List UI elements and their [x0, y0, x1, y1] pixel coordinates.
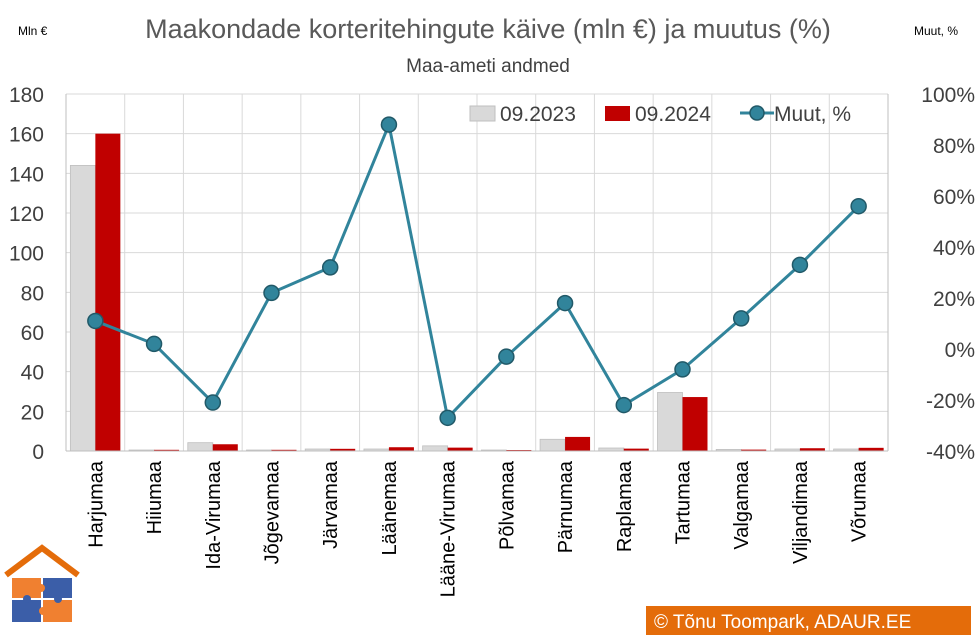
- adaur-logo: [4, 544, 80, 622]
- category-label: Hiiumaa: [144, 460, 166, 534]
- change-point: [145, 335, 163, 353]
- change-point: [732, 310, 750, 327]
- right-tick-label: -20%: [926, 390, 975, 413]
- left-axis-unit: Mln €: [18, 24, 48, 38]
- change-point: [321, 259, 339, 276]
- category-labels: Harjumaa Hiiumaa Ida-Virumaa Jõgevamaa Järva…: [85, 460, 870, 597]
- legend-marker-change: [749, 105, 765, 121]
- bar-2024: [212, 444, 238, 451]
- bar-2023: [657, 392, 683, 452]
- change-point: [674, 361, 691, 378]
- bar-2024: [95, 133, 121, 451]
- left-tick-label: 40: [21, 362, 44, 385]
- bar-2024: [388, 447, 414, 451]
- change-point: [87, 312, 104, 330]
- logo-piece-icon: [43, 600, 72, 622]
- logo-piece-icon: [12, 578, 41, 598]
- bar-2024: [623, 448, 649, 451]
- credit-background: [646, 606, 971, 635]
- axes: [65, 94, 889, 452]
- left-tick-label: 100: [9, 243, 44, 266]
- logo-roof-icon: [4, 544, 80, 578]
- legend: 09.2023 09.2024 Muut, %: [469, 103, 851, 126]
- change-point: [439, 409, 456, 427]
- right-axis-unit: Muut, %: [914, 24, 958, 38]
- left-tick-label: 160: [9, 124, 44, 147]
- legend-label-2024: 09.2024: [635, 103, 711, 126]
- left-tick-label: 60: [21, 322, 44, 345]
- left-tick-label: 20: [21, 401, 44, 424]
- left-tick-label: 140: [9, 163, 44, 186]
- bar-2024: [154, 449, 180, 451]
- bar-2024: [799, 448, 825, 451]
- logo-piece-icon: [43, 578, 72, 598]
- right-tick-label: 40%: [933, 237, 975, 260]
- legend-label-2023: 09.2023: [500, 103, 576, 126]
- category-label: Jõgevamaa: [262, 460, 284, 564]
- chart-subtitle: Maa-ameti andmed: [406, 56, 570, 77]
- bar-2024: [682, 397, 708, 451]
- bar-2024: [741, 449, 767, 451]
- left-tick-label: 0: [32, 441, 44, 464]
- left-tick-label: 120: [9, 203, 44, 226]
- right-tick-label: 100%: [921, 84, 975, 107]
- bar-2024: [330, 448, 356, 451]
- bar-2024: [447, 447, 473, 451]
- logo-knob-icon: [23, 595, 31, 603]
- right-tick-label: 60%: [933, 186, 975, 209]
- change-line-path: [94, 123, 860, 420]
- credit-box: © Tõnu Toompark, ADAUR.EE: [646, 606, 971, 635]
- category-label: Põlvamaa: [496, 460, 518, 550]
- bar-2024: [565, 436, 591, 451]
- legend-label-change: Muut, %: [774, 103, 851, 126]
- change-point: [380, 116, 398, 133]
- legend-swatch-2024: [605, 106, 630, 121]
- category-label: Harjumaa: [85, 460, 107, 548]
- left-tick-label: 80: [21, 282, 44, 305]
- change-point: [498, 348, 515, 365]
- logo-knob-icon: [39, 607, 47, 615]
- category-label: Võrumaa: [849, 460, 871, 542]
- bar-2023: [69, 164, 96, 452]
- legend-swatch-2023: [469, 105, 496, 122]
- bar-2023: [539, 438, 566, 452]
- category-label: Viljandimaa: [790, 460, 812, 564]
- category-label: Järvamaa: [320, 460, 342, 549]
- bar-2024: [271, 449, 297, 451]
- change-point: [263, 284, 280, 302]
- chart-title: Maakondade korteritehingute käive (mln €…: [145, 14, 831, 44]
- right-tick-label: -40%: [926, 441, 975, 464]
- bar-2023: [422, 445, 449, 452]
- change-line: [87, 116, 867, 427]
- change-point: [615, 396, 633, 414]
- logo-piece-icon: [12, 600, 41, 622]
- change-point: [204, 394, 222, 411]
- category-label: Pärnumaa: [555, 460, 577, 553]
- bars: [69, 133, 884, 452]
- category-label: Raplamaa: [614, 460, 636, 552]
- right-tick-label: 80%: [933, 135, 975, 158]
- change-point: [556, 294, 574, 312]
- logo-knob-icon: [37, 584, 45, 592]
- category-label: Tartumaa: [673, 460, 695, 544]
- right-tick-label: 20%: [933, 288, 975, 311]
- right-tick-label: 0%: [945, 339, 975, 362]
- change-point: [850, 197, 867, 215]
- tick-labels: 0 20 40 60 80 100 120 140 160 180 -40% -20% 0% 20% 40%…: [9, 84, 975, 464]
- logo-knob-icon: [54, 595, 62, 603]
- left-tick-label: 180: [9, 84, 44, 107]
- category-label: Lääne-Virumaa: [438, 460, 460, 597]
- bar-2023: [187, 442, 214, 452]
- gridlines: [65, 93, 889, 452]
- change-point: [791, 256, 809, 274]
- bar-2024: [858, 447, 884, 451]
- credit-text: © Tõnu Toompark, ADAUR.EE: [654, 612, 911, 633]
- category-label: Läänemaa: [379, 460, 401, 555]
- category-label: Valgamaa: [731, 460, 753, 549]
- category-label: Ida-Virumaa: [203, 460, 225, 569]
